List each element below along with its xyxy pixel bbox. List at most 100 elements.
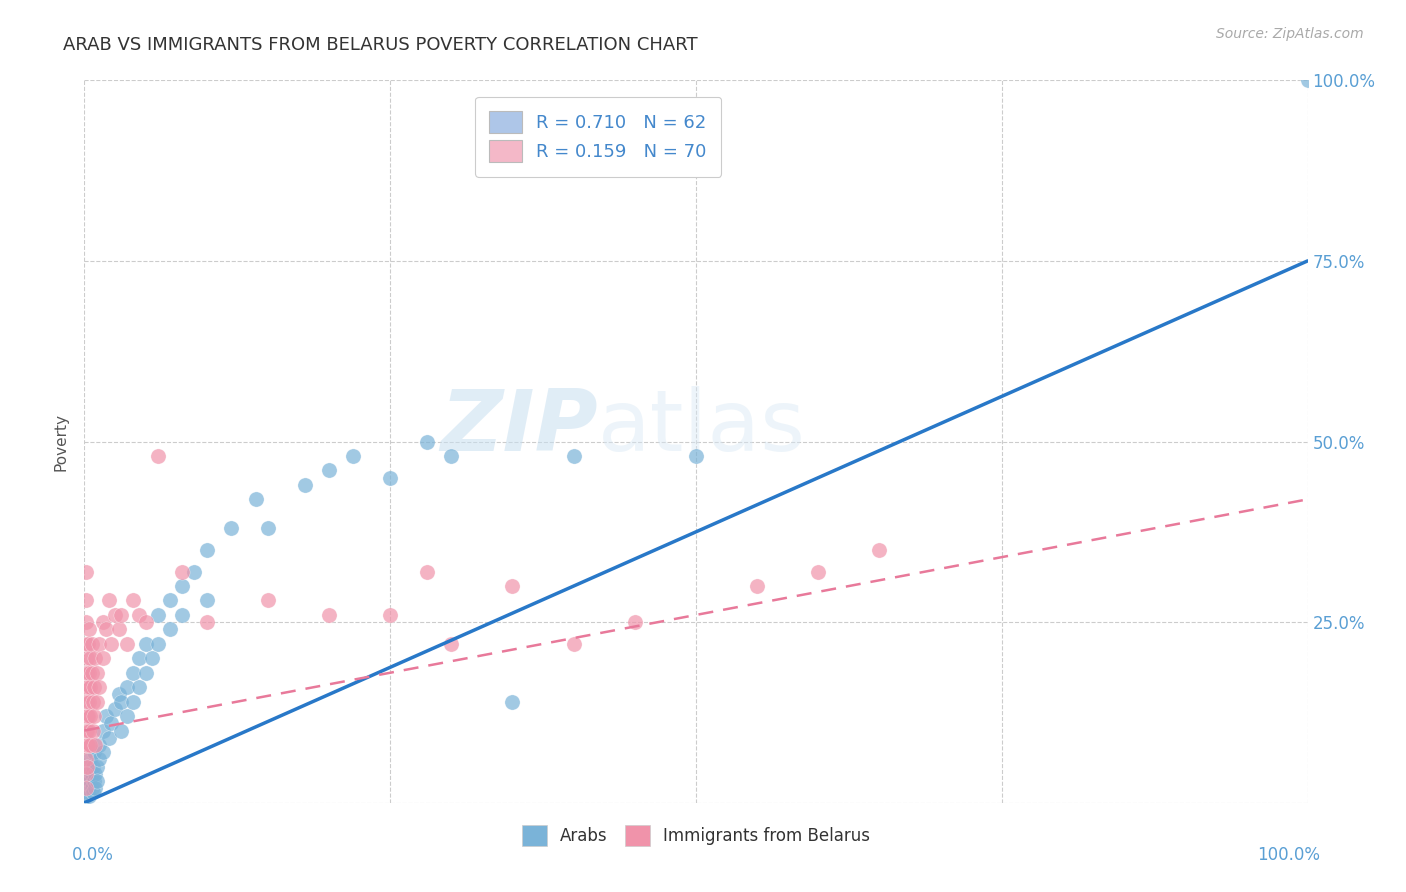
Point <box>502 695 524 709</box>
Point <box>440 637 463 651</box>
Point <box>91 615 114 630</box>
Point <box>115 709 138 723</box>
Point <box>318 463 340 477</box>
Point <box>76 695 98 709</box>
Point <box>84 651 107 665</box>
Point <box>87 738 110 752</box>
Point <box>75 738 97 752</box>
Point <box>110 695 132 709</box>
Point <box>96 709 118 723</box>
Legend: Arabs, Immigrants from Belarus: Arabs, Immigrants from Belarus <box>516 819 876 852</box>
Point <box>122 593 145 607</box>
Point <box>440 449 463 463</box>
Point <box>77 695 100 709</box>
Point <box>84 738 107 752</box>
Point <box>122 665 145 680</box>
Point <box>747 579 769 593</box>
Point <box>122 695 145 709</box>
Point <box>115 637 138 651</box>
Point <box>318 607 340 622</box>
Point <box>87 680 110 694</box>
Point <box>87 637 110 651</box>
Point <box>141 651 163 665</box>
Point <box>84 767 107 781</box>
Point <box>83 745 105 759</box>
Point <box>245 492 267 507</box>
Point <box>77 738 100 752</box>
Point <box>79 651 101 665</box>
Point <box>380 607 402 622</box>
Point <box>75 615 97 630</box>
Point <box>77 789 100 803</box>
Point <box>172 607 194 622</box>
Point <box>1296 73 1319 87</box>
Point <box>76 785 98 799</box>
Point <box>77 623 100 637</box>
Point <box>75 565 97 579</box>
Point <box>75 752 97 766</box>
Point <box>869 542 891 557</box>
Point <box>91 651 114 665</box>
Point <box>75 593 97 607</box>
Text: Source: ZipAtlas.com: Source: ZipAtlas.com <box>1216 27 1364 41</box>
Point <box>80 637 103 651</box>
Point <box>75 767 97 781</box>
Point <box>107 623 129 637</box>
Point <box>75 637 97 651</box>
Point <box>172 565 194 579</box>
Point <box>195 593 218 607</box>
Point <box>83 774 105 789</box>
Point <box>562 449 585 463</box>
Point <box>80 781 103 796</box>
Y-axis label: Poverty: Poverty <box>53 412 69 471</box>
Point <box>77 709 100 723</box>
Point <box>84 781 107 796</box>
Text: ARAB VS IMMIGRANTS FROM BELARUS POVERTY CORRELATION CHART: ARAB VS IMMIGRANTS FROM BELARUS POVERTY … <box>63 36 697 54</box>
Point <box>100 637 122 651</box>
Point <box>146 607 169 622</box>
Point <box>75 781 97 796</box>
Point <box>807 565 830 579</box>
Point <box>77 723 100 738</box>
Point <box>159 593 181 607</box>
Point <box>76 760 98 774</box>
Point <box>97 593 120 607</box>
Point <box>82 785 104 799</box>
Point <box>257 593 280 607</box>
Point <box>96 623 118 637</box>
Point <box>342 449 364 463</box>
Point <box>86 665 108 680</box>
Point <box>195 542 218 557</box>
Point <box>91 745 114 759</box>
Point <box>416 565 439 579</box>
Point <box>104 702 127 716</box>
Text: atlas: atlas <box>598 385 806 468</box>
Point <box>80 767 103 781</box>
Point <box>110 607 132 622</box>
Point <box>82 695 104 709</box>
Point <box>77 665 100 680</box>
Point <box>128 607 150 622</box>
Point <box>76 651 98 665</box>
Text: 0.0%: 0.0% <box>72 847 114 864</box>
Point <box>82 723 104 738</box>
Point <box>172 579 194 593</box>
Point <box>76 680 98 694</box>
Point <box>562 637 585 651</box>
Point <box>75 709 97 723</box>
Point <box>75 665 97 680</box>
Text: ZIP: ZIP <box>440 385 598 468</box>
Point <box>380 470 402 484</box>
Point <box>502 579 524 593</box>
Point <box>159 623 181 637</box>
Point <box>76 665 98 680</box>
Point <box>79 752 101 766</box>
Point <box>79 738 101 752</box>
Point <box>76 723 98 738</box>
Point <box>294 478 316 492</box>
Point <box>75 789 97 803</box>
Point <box>77 767 100 781</box>
Point <box>416 434 439 449</box>
Point <box>82 760 104 774</box>
Point <box>128 680 150 694</box>
